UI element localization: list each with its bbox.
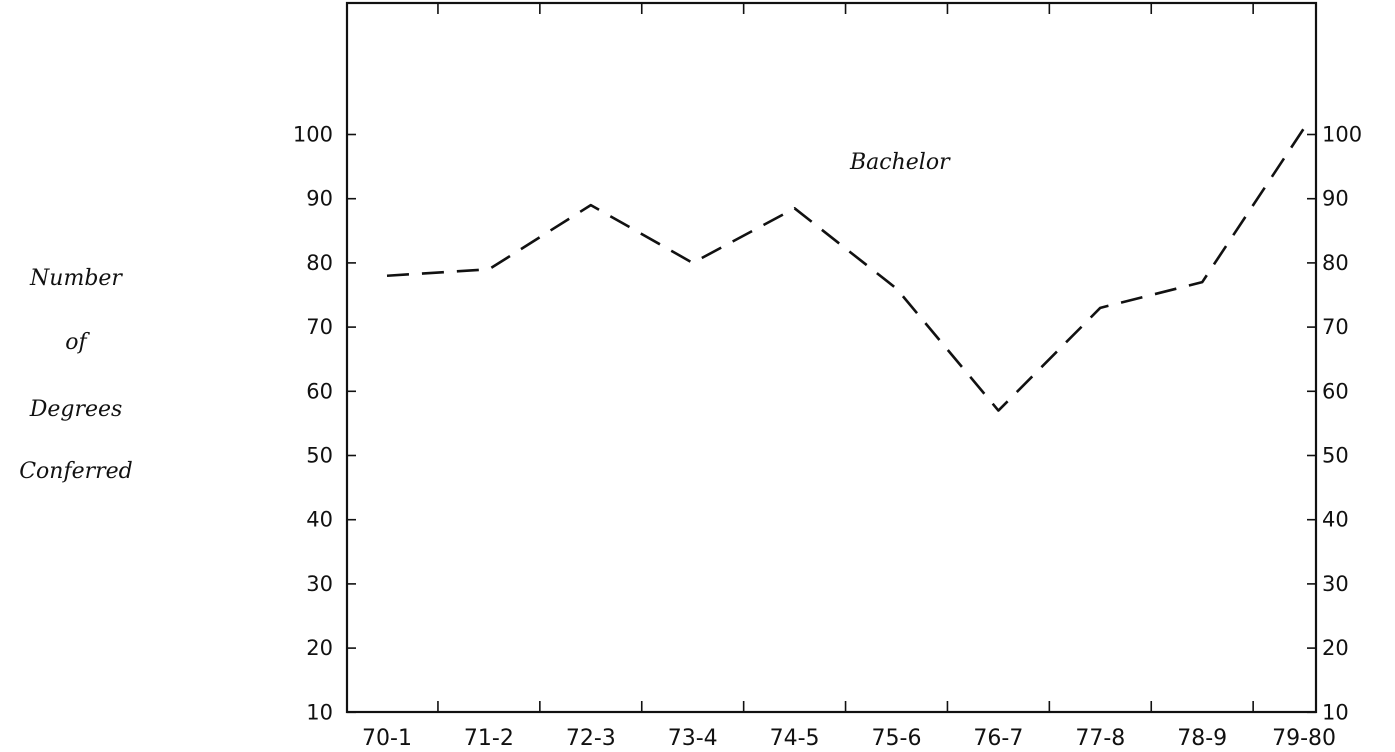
series-label-bachelor: Bachelor — [849, 150, 951, 175]
data-point — [1303, 127, 1306, 130]
right-y-tick-label: 10 — [1322, 700, 1349, 724]
x-tick-label: 74-5 — [770, 726, 820, 751]
left-y-tick-label: 100 — [293, 123, 333, 147]
x-tick-label: 72-3 — [566, 726, 616, 751]
right-y-tick-label: 40 — [1322, 508, 1349, 532]
left-y-tick-label: 80 — [306, 251, 333, 275]
right-y-tick-label: 50 — [1322, 444, 1349, 468]
left-y-tick-label: 40 — [306, 508, 333, 532]
top-x-axis-ticks — [438, 3, 1253, 14]
left-y-tick-label: 60 — [306, 379, 333, 403]
right-y-tick-label: 20 — [1322, 636, 1349, 660]
left-y-tick-label: 10 — [306, 700, 333, 724]
right-y-tick-label: 60 — [1322, 379, 1349, 403]
plot-frame — [347, 3, 1316, 712]
x-tick-label: 76-7 — [973, 726, 1023, 751]
data-point — [488, 268, 491, 271]
data-point — [793, 207, 796, 210]
x-tick-label: 70-1 — [362, 726, 412, 751]
right-y-tick-label: 70 — [1322, 315, 1349, 339]
x-tick-label: 79-80 — [1272, 726, 1336, 751]
series-group — [386, 127, 1306, 412]
left-y-tick-label: 90 — [306, 187, 333, 211]
right-y-tick-label: 100 — [1322, 123, 1362, 147]
data-point — [1201, 281, 1204, 284]
right-y-tick-label: 80 — [1322, 251, 1349, 275]
data-point — [1099, 307, 1102, 310]
data-point — [386, 274, 389, 277]
data-point — [997, 409, 1000, 412]
x-axis-tick-labels: 70-1 71-2 72-3 73-4 74-5 75-6 76-7 77-8 78-9 79-8… — [362, 726, 1336, 751]
y-axis-title-line-2: of — [65, 330, 90, 355]
y-axis-title: Number of Degrees Conferred — [19, 266, 133, 484]
data-point — [895, 287, 898, 290]
x-tick-label: 71-2 — [464, 726, 514, 751]
x-tick-label: 77-8 — [1075, 726, 1125, 751]
right-y-tick-label: 30 — [1322, 572, 1349, 596]
data-point — [691, 262, 694, 265]
y-axis-title-line-4: Conferred — [19, 459, 133, 484]
right-y-tick-label: 90 — [1322, 187, 1349, 211]
left-y-tick-label: 70 — [306, 315, 333, 339]
series-line-bachelor — [387, 128, 1304, 410]
bottom-x-axis-ticks — [438, 701, 1253, 712]
y-axis-title-line-1: Number — [29, 266, 123, 291]
x-tick-label: 73-4 — [668, 726, 718, 751]
left-y-tick-label: 30 — [306, 572, 333, 596]
x-tick-label: 78-9 — [1177, 726, 1227, 751]
left-y-tick-label: 50 — [306, 444, 333, 468]
y-axis-title-line-3: Degrees — [29, 397, 123, 422]
left-y-tick-label: 20 — [306, 636, 333, 660]
x-tick-label: 75-6 — [872, 726, 922, 751]
data-point — [590, 204, 593, 207]
